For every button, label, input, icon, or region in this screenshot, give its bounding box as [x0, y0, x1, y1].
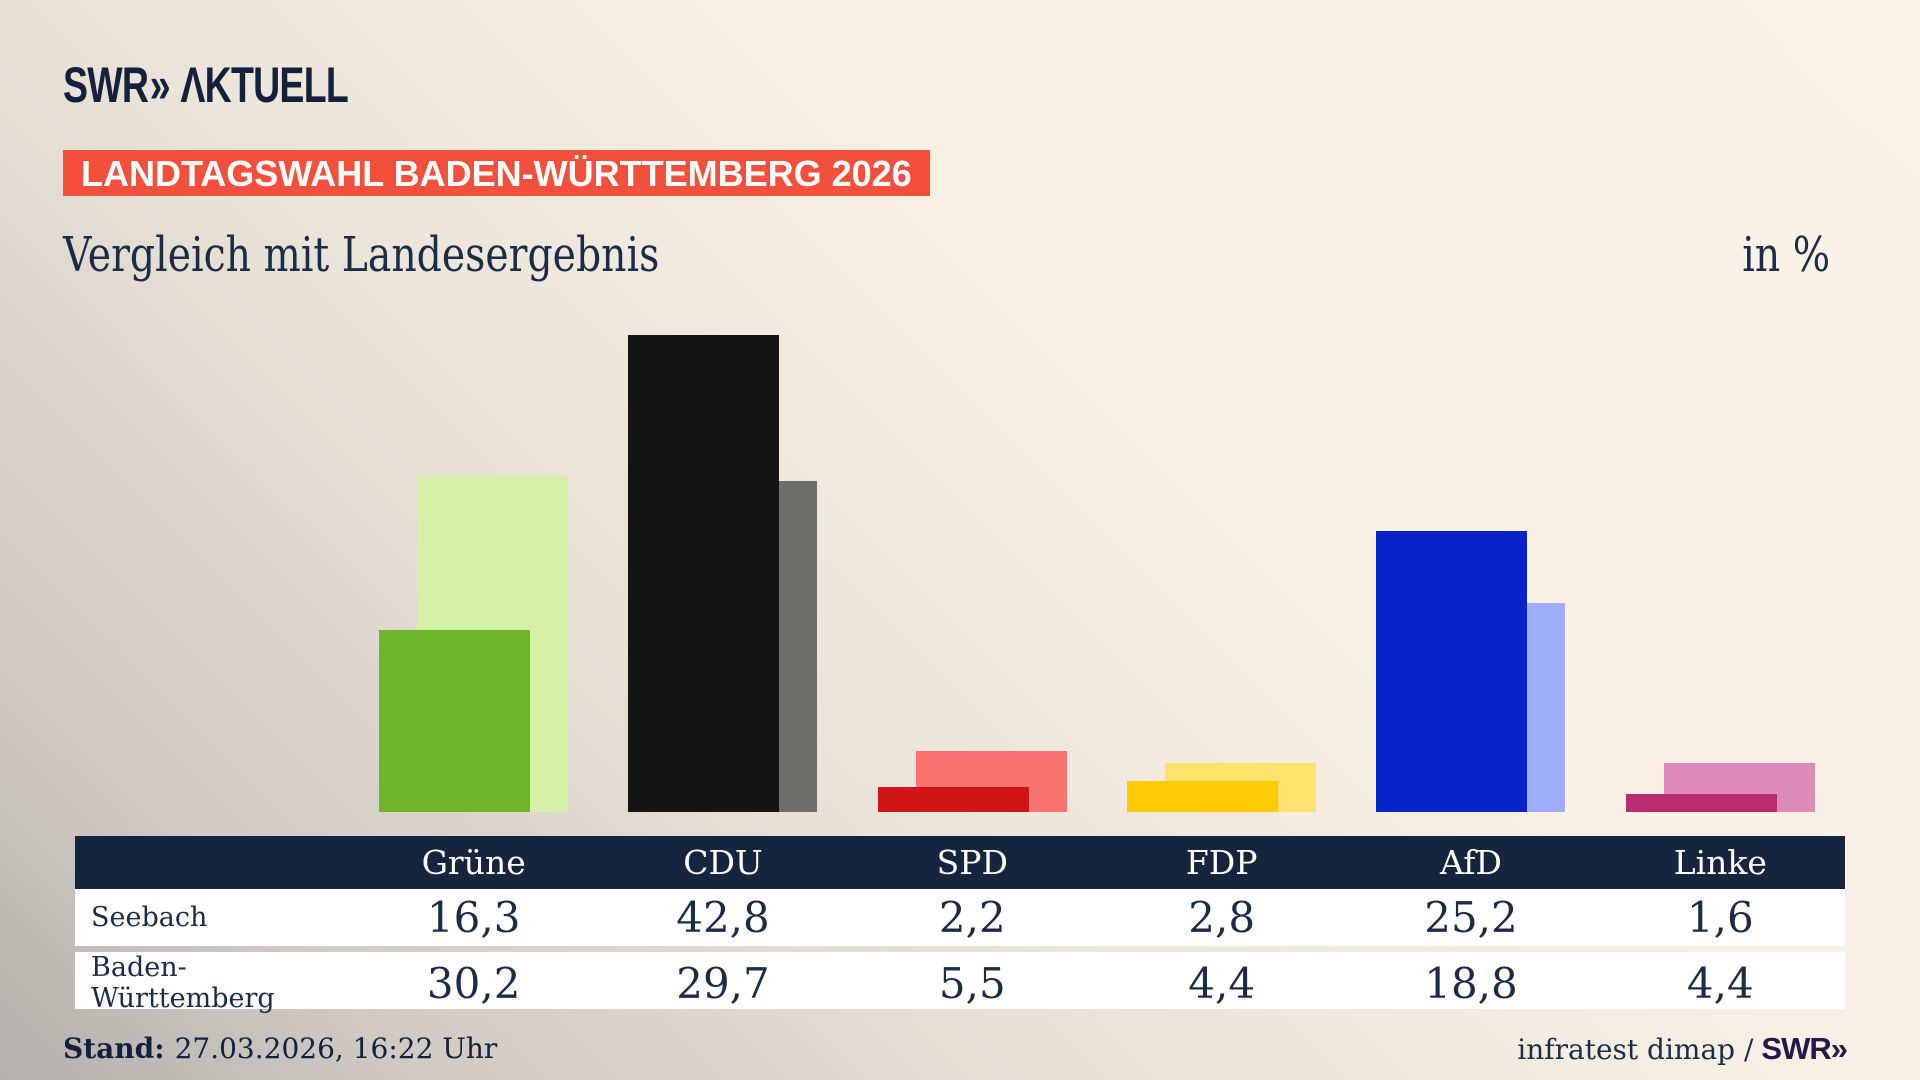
source-chevrons-icon: »	[1830, 1031, 1848, 1066]
party-header-linke: Linke	[1673, 843, 1767, 882]
party-column-linke	[1596, 332, 1845, 812]
bar-seebach-afd	[1376, 531, 1528, 812]
bar-seebach-linke	[1625, 794, 1777, 812]
value-seebach-spd: 2,2	[938, 893, 1006, 942]
value-seebach-linke: 1,6	[1686, 893, 1754, 942]
party-header-spd: SPD	[936, 843, 1008, 882]
bar-group-gruene	[379, 332, 569, 812]
logo-chevrons-icon: »	[149, 57, 171, 113]
party-column-cdu	[598, 332, 847, 812]
stand-label: Stand:	[63, 1032, 165, 1065]
party-column-spd	[848, 332, 1097, 812]
chart-title: Vergleich mit Landesergebnis	[63, 227, 660, 283]
bar-group-fdp	[1127, 332, 1317, 812]
bar-chart	[349, 332, 1845, 812]
bar-seebach-gruene	[379, 630, 531, 812]
bar-seebach-fdp	[1127, 781, 1279, 812]
value-seebach-afd: 25,2	[1424, 893, 1518, 942]
value-land-afd: 18,8	[1424, 958, 1518, 1008]
table-header-row: Grüne CDU SPD FDP AfD Linke	[75, 836, 1845, 889]
party-column-fdp	[1097, 332, 1346, 812]
bar-group-linke	[1625, 332, 1815, 812]
value-seebach-cdu: 42,8	[676, 893, 770, 942]
value-seebach-fdp: 2,8	[1188, 893, 1256, 942]
value-land-gruene: 30,2	[426, 958, 521, 1008]
election-banner: LANDTAGSWAHL BADEN-WÜRTTEMBERG 2026	[63, 150, 930, 196]
party-column-gruene	[349, 332, 598, 812]
bar-seebach-cdu	[628, 335, 780, 812]
value-land-cdu: 29,7	[676, 958, 770, 1008]
row-label-land: Baden-Württemberg	[91, 952, 275, 1014]
timestamp-line: Stand: 27.03.2026, 16:22 Uhr	[63, 1031, 497, 1067]
party-header-cdu: CDU	[683, 843, 763, 882]
row-label-seebach: Seebach	[91, 902, 208, 933]
bar-group-spd	[877, 332, 1067, 812]
swr-aktuell-logo: SWR» ΛKTUELL	[63, 57, 349, 113]
value-land-spd: 5,5	[938, 958, 1006, 1008]
unit-label: in %	[1742, 227, 1830, 283]
table-header-spacer	[75, 836, 349, 889]
logo-aktuell-text: ΛKTUELL	[180, 57, 349, 113]
table-row-seebach: Seebach 16,3 42,8 2,2 2,8 25,2 1,6	[75, 889, 1845, 946]
source-swr-logo: SWR»	[1761, 1031, 1848, 1066]
source-text: infratest dimap /	[1517, 1033, 1754, 1066]
value-land-fdp: 4,4	[1188, 958, 1256, 1008]
party-header-gruene: Grüne	[421, 843, 526, 882]
logo-swr-text: SWR	[63, 57, 149, 113]
party-column-afd	[1346, 332, 1595, 812]
party-header-fdp: FDP	[1185, 843, 1258, 882]
source-credit: infratest dimap / SWR»	[1517, 1031, 1848, 1068]
value-seebach-gruene: 16,3	[426, 893, 521, 942]
bar-seebach-spd	[877, 787, 1029, 812]
table-row-land: Baden-Württemberg 30,2 29,7 5,5 4,4 18,8 4,4	[75, 952, 1845, 1014]
value-land-linke: 4,4	[1686, 958, 1754, 1008]
party-header-afd: AfD	[1440, 843, 1502, 882]
results-table: Grüne CDU SPD FDP AfD Linke Seebach 16,3 42,8 2,2…	[75, 836, 1845, 1014]
bar-group-afd	[1376, 332, 1566, 812]
bar-group-cdu	[628, 332, 818, 812]
stand-value: 27.03.2026, 16:22 Uhr	[174, 1032, 498, 1065]
